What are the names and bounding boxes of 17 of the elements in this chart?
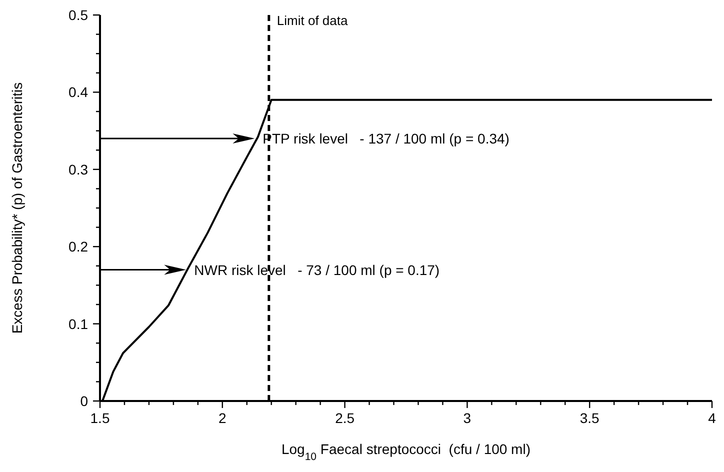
annotation: NWR risk level - 73 / 100 ml (p = 0.17): [194, 262, 440, 278]
x-tick-label: 1.5: [90, 410, 110, 426]
y-tick-label: 0: [80, 393, 88, 409]
y-tick-label: 0.5: [68, 7, 88, 23]
y-tick-label: 0.1: [68, 316, 88, 332]
x-tick-label: 2.5: [335, 410, 355, 426]
y-tick-label: 0.4: [68, 84, 88, 100]
x-tick-label: 3: [463, 410, 472, 426]
annotation: PTP risk level - 137 / 100 ml (p = 0.34): [262, 130, 510, 147]
x-tick-label: 3.5: [580, 410, 600, 426]
ref-line-label: Limit of data: [276, 13, 348, 28]
x-tick-label: 4: [708, 410, 716, 426]
x-tick-label: 2: [218, 410, 226, 426]
y-tick-label: 0.3: [68, 161, 88, 178]
x-axis-title: Log$_{10}$ Faecal streptococci (cfu / 100 ml): [281, 441, 531, 463]
y-axis-title: Excess Probability* (p) of Gastroenteritis: [9, 82, 25, 334]
y-tick-label: 0.2: [68, 238, 88, 255]
